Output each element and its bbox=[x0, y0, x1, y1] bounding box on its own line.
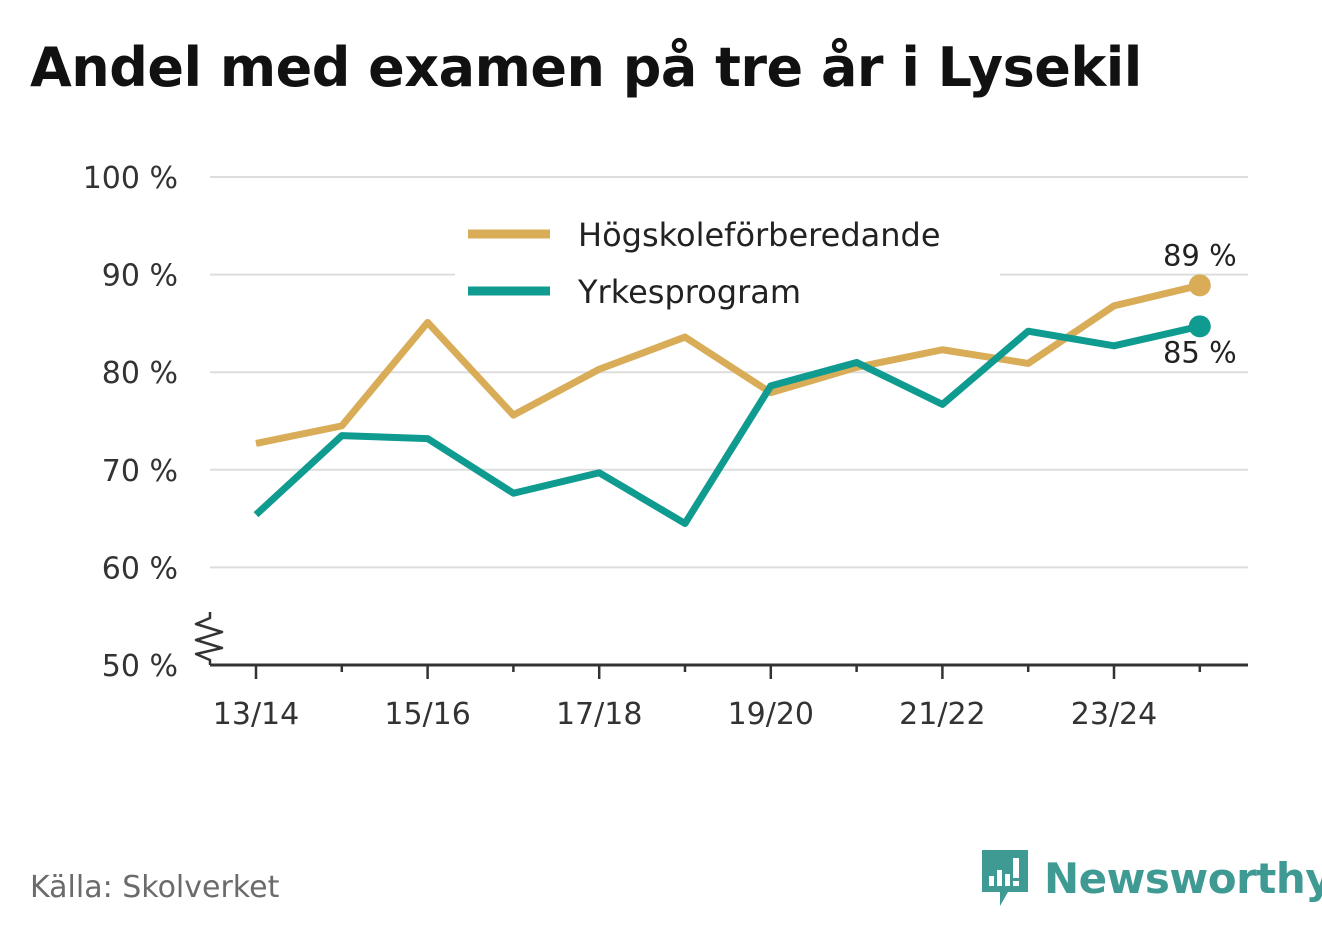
newsworthy-logo-icon bbox=[982, 850, 1028, 906]
source-note: Källa: Skolverket bbox=[30, 870, 280, 905]
y-tick-label-80: 80 % bbox=[102, 356, 178, 391]
brand[interactable]: Newsworthy bbox=[980, 848, 1322, 908]
end-point-hogskoleforberedande bbox=[1188, 274, 1211, 297]
series-line-hogskoleforberedande bbox=[255, 281, 1201, 447]
y-tick-label-70: 70 % bbox=[102, 454, 178, 489]
legend-label-yrkesprogram: Yrkesprogram bbox=[577, 273, 801, 311]
x-tick-label-19-20: 19/20 bbox=[728, 697, 814, 732]
legend-label-hogskoleforberedande: Högskoleförberedande bbox=[578, 216, 941, 254]
y-tick-label-100: 100 % bbox=[83, 161, 178, 196]
end-points: 89 % 85 % bbox=[1163, 238, 1237, 369]
series-lines bbox=[253, 281, 1201, 527]
axes: 50 % 60 % 70 % 80 % 90 % 100 % 13/14 15/16 17/18… bbox=[83, 161, 1248, 732]
y-tick-label-90: 90 % bbox=[102, 259, 178, 294]
x-tick-label-21-22: 21/22 bbox=[899, 697, 985, 732]
x-tick-label-23-24: 23/24 bbox=[1071, 697, 1157, 732]
legend: Högskoleförberedande Yrkesprogram bbox=[455, 210, 1000, 320]
end-label-hogskoleforberedande: 89 % bbox=[1163, 238, 1237, 272]
series-line-yrkesprogram bbox=[253, 322, 1201, 527]
end-label-yrkesprogram: 85 % bbox=[1163, 335, 1237, 369]
legend-background bbox=[455, 210, 1000, 320]
y-tick-label-60: 60 % bbox=[102, 551, 178, 586]
chart-title: Andel med examen på tre år i Lysekil bbox=[30, 36, 1142, 99]
y-tick-label-50: 50 % bbox=[102, 649, 178, 684]
x-tick-label-13-14: 13/14 bbox=[213, 697, 299, 732]
x-tick-label-17-18: 17/18 bbox=[556, 697, 642, 732]
brand-name: Newsworthy bbox=[1044, 853, 1322, 903]
axis-break-icon bbox=[194, 612, 224, 665]
x-tick-label-15-16: 15/16 bbox=[384, 697, 470, 732]
end-point-yrkesprogram bbox=[1188, 315, 1211, 338]
